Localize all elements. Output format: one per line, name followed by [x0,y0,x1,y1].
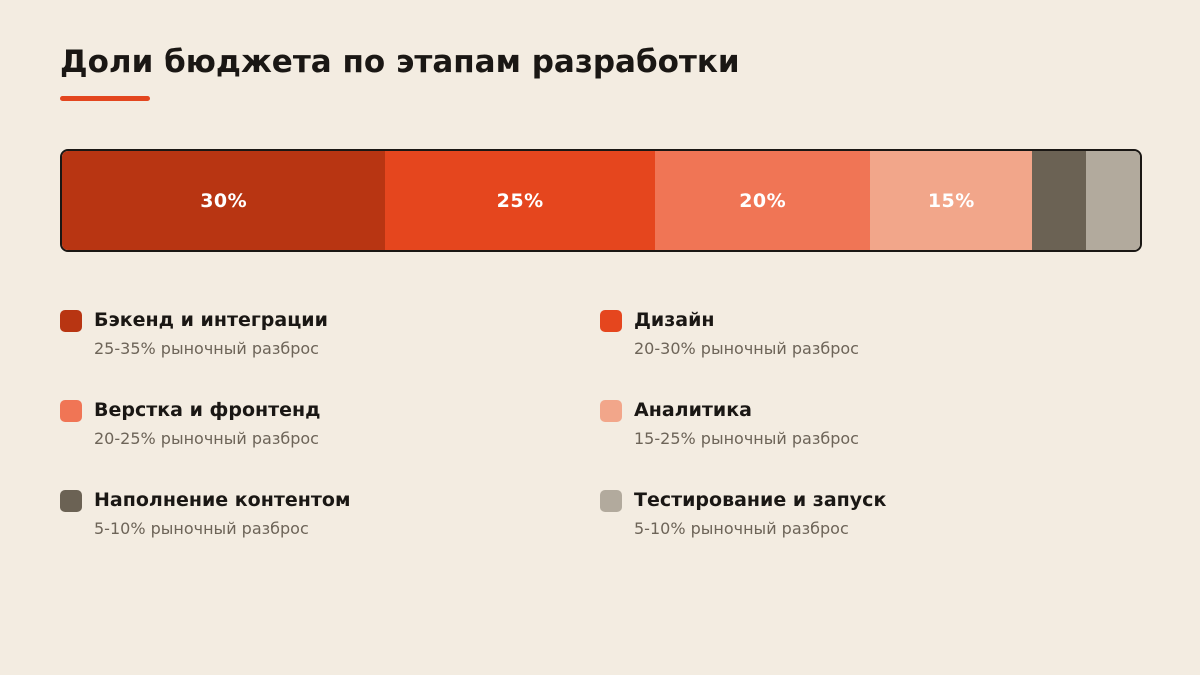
legend-item: Бэкенд и интеграции 25-35% рыночный разбр… [60,308,600,398]
stacked-bar: 30% 25% 20% 15% [60,149,1142,252]
legend-range: 5-10% рыночный разброс [94,519,309,538]
legend-swatch [600,400,622,422]
legend-range: 5-10% рыночный разброс [634,519,849,538]
segment-value-label: 20% [739,189,787,212]
bar-segment: 15% [870,151,1033,250]
legend-swatch [600,490,622,512]
segment-value-label: 30% [200,189,248,212]
legend-item: Аналитика 15-25% рыночный разброс [600,398,1140,488]
bar-segment: 25% [385,151,655,250]
legend-item: Верстка и фронтенд 20-25% рыночный разбро… [60,398,600,488]
legend-swatch [60,490,82,512]
legend-range: 20-25% рыночный разброс [94,429,319,448]
bar-segment: 20% [654,151,871,250]
bar-segment: 30% [62,151,386,250]
legend-name: Аналитика [634,399,752,421]
legend-name: Верстка и фронтенд [94,399,321,421]
legend-item: Наполнение контентом 5-10% рыночный разбр… [60,488,600,578]
legend-swatch [600,310,622,332]
legend-swatch [60,400,82,422]
legend-item: Дизайн 20-30% рыночный разброс [600,308,1140,398]
legend-item: Тестирование и запуск 5-10% рыночный разб… [600,488,1140,578]
title-underline [60,96,150,101]
legend-name: Дизайн [634,309,715,331]
legend-range: 20-30% рыночный разброс [634,339,859,358]
legend-range: 25-35% рыночный разброс [94,339,319,358]
legend-swatch [60,310,82,332]
legend-name: Тестирование и запуск [634,489,887,511]
legend: Бэкенд и интеграции 25-35% рыночный разбр… [60,308,1140,578]
legend-range: 15-25% рыночный разброс [634,429,859,448]
bar-segment [1086,151,1140,250]
page-title: Доли бюджета по этапам разработки [60,44,740,80]
bar-segment [1032,151,1087,250]
legend-name: Бэкенд и интеграции [94,309,328,331]
segment-value-label: 15% [927,189,975,212]
legend-name: Наполнение контентом [94,489,351,511]
segment-value-label: 25% [496,189,544,212]
